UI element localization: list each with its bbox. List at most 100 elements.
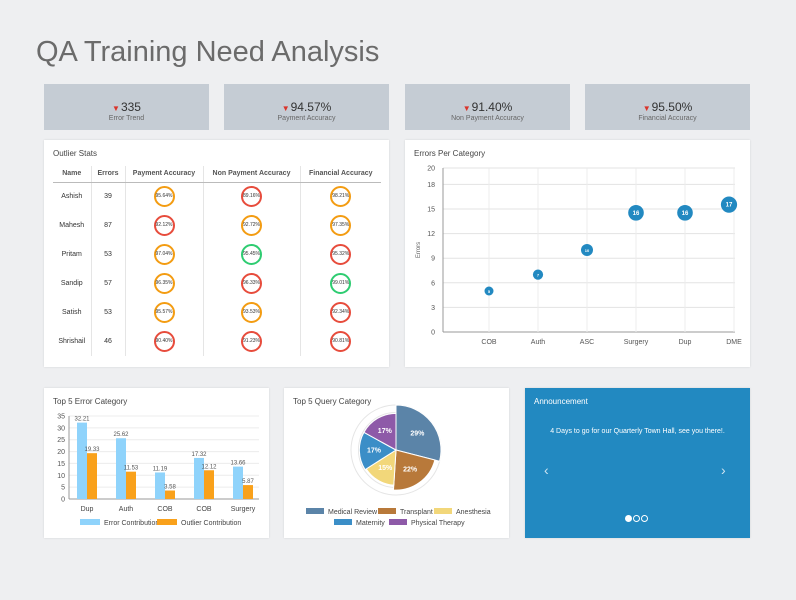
- kpi-label: Error Trend: [108, 115, 145, 122]
- table-cell: 53: [91, 298, 126, 327]
- table-cell: 95.64%: [125, 182, 204, 211]
- kpi-label: Non Payment Accuracy: [451, 115, 524, 122]
- carousel-indicators: [625, 509, 649, 527]
- accuracy-ring: 97.04%: [153, 244, 175, 265]
- down-arrow-icon: ▼: [642, 104, 651, 113]
- kpi-non-payment-accuracy: ▼91.40% Non Payment Accuracy: [405, 84, 570, 130]
- table-cell: 90.40%: [125, 327, 204, 356]
- card-title: Errors Per Category: [414, 149, 486, 158]
- legend-label: Transplant: [400, 509, 433, 516]
- table-cell: 95.32%: [300, 240, 381, 269]
- legend-swatch: [157, 519, 177, 525]
- bar-value-label: 19.33: [84, 447, 100, 453]
- bar-value-label: 25.62: [113, 432, 129, 438]
- table-row: Pritam 53 97.04% 95.45% 95.32%: [53, 240, 381, 269]
- kpi-label: Payment Accuracy: [277, 115, 336, 122]
- legend-label: Outlier Contribution: [181, 520, 241, 527]
- down-arrow-icon: ▼: [462, 104, 471, 113]
- bar: [155, 472, 165, 499]
- table-cell: 95.57%: [125, 298, 204, 327]
- table-row: Satish 53 95.57% 93.53% 92.34%: [53, 298, 381, 327]
- carousel-dot[interactable]: [633, 515, 640, 522]
- y-tick-label: 5: [61, 485, 65, 492]
- x-tick-label: COB: [481, 339, 497, 346]
- table-cell: 98.21%: [300, 182, 381, 211]
- column-header: Payment Accuracy: [125, 166, 204, 183]
- accuracy-ring: 99.01%: [330, 273, 352, 294]
- y-tick-label: 0: [61, 497, 65, 504]
- table-cell: 97.04%: [125, 240, 204, 269]
- down-arrow-icon: ▼: [281, 104, 290, 113]
- legend-label: Anesthesia: [456, 509, 491, 516]
- kpi-payment-accuracy: ▼94.57% Payment Accuracy: [224, 84, 389, 130]
- slice-label: 17%: [378, 428, 393, 435]
- table-cell: 99.01%: [300, 269, 381, 298]
- bar: [77, 422, 87, 499]
- x-tick-label: ASC: [580, 339, 594, 346]
- carousel-dot[interactable]: [641, 515, 648, 522]
- table-row: Sandip 57 96.35% 96.33% 99.01%: [53, 269, 381, 298]
- accuracy-ring: 95.32%: [330, 244, 352, 265]
- kpi-error-trend: ▼335 Error Trend: [44, 84, 209, 130]
- announcement-message: 4 Days to go for our Quarterly Town Hall…: [550, 428, 725, 435]
- table-cell: 92.72%: [203, 211, 301, 240]
- slice-label: 29%: [410, 430, 425, 437]
- chevron-left-icon[interactable]: ‹: [544, 462, 549, 478]
- table-cell: 92.34%: [300, 298, 381, 327]
- data-point: [581, 244, 593, 256]
- table-cell: Mahesh: [53, 211, 92, 240]
- slice-label: 17%: [367, 448, 382, 455]
- data-point: [720, 196, 738, 213]
- page-title: QA Training Need Analysis: [36, 36, 380, 68]
- errors-scatter-chart: 0 3 6 9 12 15 18 20 Errors COB 5 Auth 7 ASC 10 Surgery 1…: [416, 166, 742, 347]
- bar: [233, 466, 243, 499]
- y-axis-label: Errors: [416, 242, 422, 258]
- table-cell: 91.23%: [203, 327, 301, 356]
- column-header: Non Payment Accuracy: [203, 166, 301, 183]
- bar: [165, 490, 175, 499]
- table-row: Shrishail 46 90.40% 91.23% 90.81%: [53, 327, 381, 356]
- top5-query-card: Top 5 Query Category 29% 22% 15% 17% 17% Medi…: [284, 388, 509, 538]
- table-cell: 95.45%: [203, 240, 301, 269]
- data-point: [628, 205, 644, 221]
- accuracy-ring: 89.16%: [241, 186, 262, 208]
- accuracy-ring: 96.33%: [241, 273, 262, 294]
- table-cell: Pritam: [53, 240, 92, 269]
- y-tick-label: 20: [427, 166, 435, 173]
- legend-swatch: [389, 519, 407, 525]
- y-tick-label: 6: [431, 280, 435, 287]
- accuracy-ring: 90.81%: [330, 331, 352, 352]
- column-header: Financial Accuracy: [300, 166, 381, 183]
- y-tick-label: 10: [57, 473, 65, 480]
- table-row: Mahesh 87 92.12% 92.72% 97.35%: [53, 211, 381, 240]
- table-cell: 96.33%: [203, 269, 301, 298]
- legend-swatch: [334, 519, 352, 525]
- y-tick-label: 0: [431, 330, 435, 337]
- announcement-card: Announcement 4 Days to go for our Quarte…: [525, 388, 750, 538]
- data-point: [484, 286, 494, 296]
- bar-value-label: 11.19: [153, 466, 168, 472]
- pie-slice: [395, 404, 442, 462]
- bar-value-label: 3.58: [164, 485, 176, 491]
- bar: [194, 457, 204, 499]
- legend-swatch: [306, 508, 324, 514]
- kpi-value: 94.57%: [290, 100, 332, 114]
- legend-swatch: [378, 508, 396, 514]
- card-title: Announcement: [534, 397, 588, 406]
- data-label: 10: [585, 248, 590, 253]
- bar-value-label: 32.21: [74, 417, 90, 423]
- carousel-dot[interactable]: [625, 515, 632, 522]
- x-tick-label: Surgery: [624, 339, 649, 346]
- accuracy-ring: 96.35%: [153, 273, 175, 294]
- table-cell: 93.53%: [203, 298, 301, 327]
- accuracy-ring: 97.35%: [330, 215, 352, 236]
- chevron-right-icon[interactable]: ›: [721, 462, 726, 478]
- column-header: Errors: [91, 166, 126, 183]
- y-tick-label: 3: [431, 305, 435, 312]
- legend-label: Maternity: [356, 520, 385, 527]
- kpi-value: 95.50%: [651, 100, 693, 114]
- accuracy-ring: 91.23%: [241, 331, 262, 352]
- bar-value-label: 5.87: [242, 479, 254, 485]
- data-label: 7: [537, 273, 540, 278]
- x-tick-label: DME: [726, 339, 742, 346]
